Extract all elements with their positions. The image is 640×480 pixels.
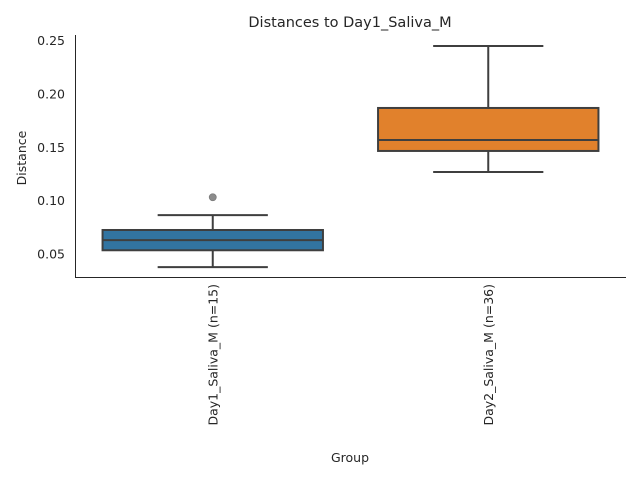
y-tick-label: 0.20 [37,86,65,101]
x-tick-label: Day2_Saliva_M (n=36) [481,284,496,426]
x-tick-label: Day1_Saliva_M (n=15) [205,284,220,426]
iqr-box [377,106,600,152]
y-axis-label: Distance [14,130,29,185]
outlier-point [208,193,217,202]
x-axis-label: Group [331,450,369,465]
y-tick-label: 0.05 [37,246,65,261]
chart-title: Distances to Day1_Saliva_M [248,15,451,31]
y-tick-label: 0.15 [37,140,65,155]
y-tick-label: 0.25 [37,33,65,48]
y-tick-label: 0.10 [37,193,65,208]
